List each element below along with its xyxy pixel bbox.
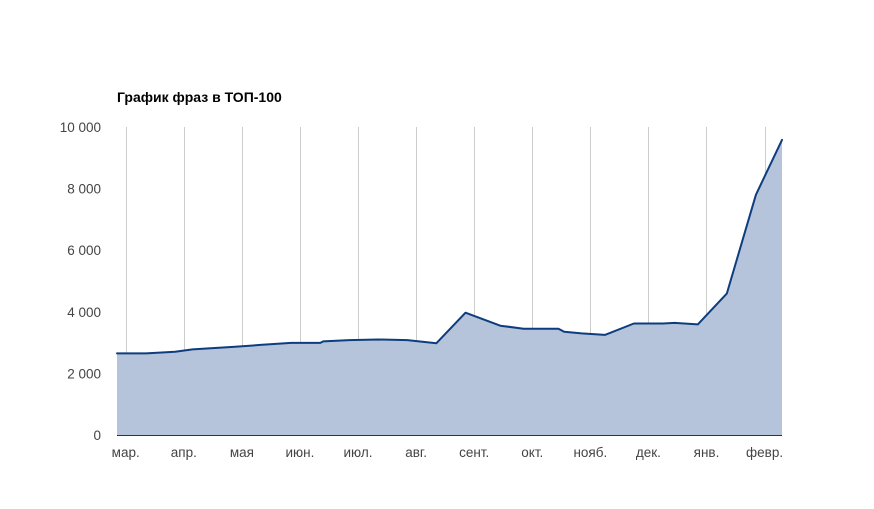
data-area [116, 138, 783, 435]
x-tick-label: мар. [112, 445, 140, 460]
y-axis-labels: 0 2 000 4 000 6 000 8 000 10 000 [60, 120, 101, 443]
x-tick-label: авг. [405, 445, 427, 460]
y-tick-label: 2 000 [67, 366, 101, 381]
y-tick-label: 8 000 [67, 182, 101, 197]
x-axis-labels: мар. апр. мая июн. июл. авг. сент. окт. нояб. дек… [112, 445, 783, 460]
x-tick-label: мая [230, 445, 254, 460]
x-tick-label: апр. [171, 445, 197, 460]
x-tick-label: июн. [286, 445, 315, 460]
x-tick-label: нояб. [573, 445, 607, 460]
y-tick-label: 6 000 [67, 243, 101, 258]
x-tick-label: июл. [344, 445, 373, 460]
x-tick-label: сент. [459, 445, 489, 460]
x-tick-label: дек. [636, 445, 661, 460]
x-tick-label: окт. [521, 445, 543, 460]
y-tick-label: 4 000 [67, 305, 101, 320]
y-tick-label: 0 [93, 428, 101, 443]
series-line-0 [116, 138, 783, 355]
chart-title: График фраз в ТОП-100 [117, 89, 282, 105]
series-area-0 [117, 139, 782, 435]
x-tick-label: февр. [746, 445, 783, 460]
y-tick-label: 10 000 [60, 120, 101, 135]
x-tick-label: янв. [694, 445, 720, 460]
